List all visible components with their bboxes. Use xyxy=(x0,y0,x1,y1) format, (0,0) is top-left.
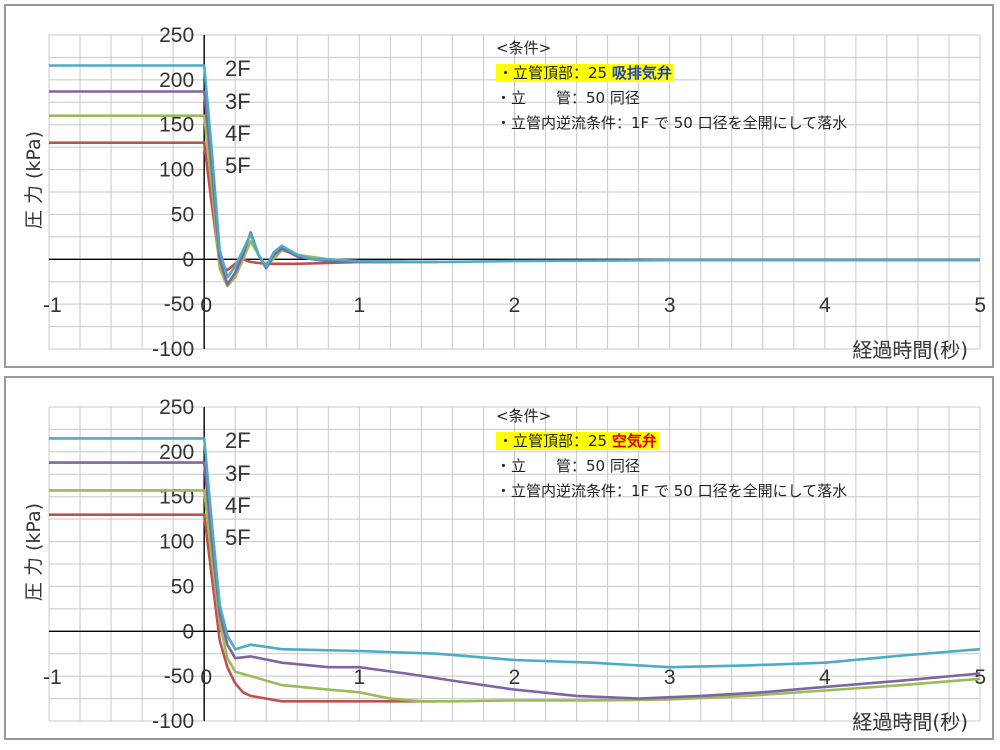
conditions-line-pipe: ・立 管：50 同径 xyxy=(496,89,640,107)
x-tick-label: -1 xyxy=(43,666,62,689)
pressure-chart-top: 250 200 150 100 50 0 -50 -100 -1 0 1 2 3 4 5 圧 力 (kPa) 経… xyxy=(23,24,986,362)
y-tick-label: -100 xyxy=(152,338,194,361)
x-tick-label: 2 xyxy=(509,666,521,689)
x-axis-title: 経過時間(秒) xyxy=(852,710,968,734)
conditions-line1-prefix: ・立管頂部：25 xyxy=(498,432,612,450)
series-line-2f xyxy=(49,64,980,279)
x-tick-label: 5 xyxy=(974,666,986,689)
floor-label-3f: 3F xyxy=(225,461,251,486)
y-axis-title: 圧 力 (kPa) xyxy=(23,503,45,601)
conditions-line-backflow: ・立管内逆流条件：1F で 50 口径を全開にして落水 xyxy=(496,114,848,132)
y-tick-label: 250 xyxy=(159,24,194,47)
x-tick-label: -1 xyxy=(43,294,62,317)
x-tick-label: 4 xyxy=(819,294,831,317)
conditions-line-top-valve: ・立管頂部：25 吸排気弁 xyxy=(496,61,847,86)
conditions-box-bottom: <条件> ・立管頂部：25 空気弁 ・立 管：50 同径 ・立管内逆流条件：1F… xyxy=(496,404,847,504)
y-tick-label: -50 xyxy=(164,665,194,688)
x-axis-title: 経過時間(秒) xyxy=(852,338,968,362)
conditions-box-top: <条件> ・立管頂部：25 吸排気弁 ・立 管：50 同径 ・立管内逆流条件：1… xyxy=(496,36,847,136)
valve-type-label: 吸排気弁 xyxy=(611,64,672,82)
floor-label-3f: 3F xyxy=(225,89,251,114)
floor-label-2f: 2F xyxy=(225,56,251,81)
y-tick-label: 200 xyxy=(159,69,194,92)
x-tick-label: 0 xyxy=(200,666,212,689)
series-line-5f xyxy=(49,513,437,703)
y-tick-label: 100 xyxy=(159,531,194,554)
y-tick-label: -50 xyxy=(164,293,194,316)
x-tick-label: 2 xyxy=(509,294,521,317)
x-tick-label: 3 xyxy=(664,666,676,689)
conditions-line-top-valve: ・立管頂部：25 空気弁 xyxy=(496,429,847,454)
x-tick-label: 1 xyxy=(353,294,365,317)
chart-panel-bottom: 250 200 150 100 50 0 -50 -100 -1 0 1 2 3 4 5 圧 力 (kPa) 経… xyxy=(4,376,994,740)
valve-type-label: 空気弁 xyxy=(611,432,657,450)
y-tick-label: 250 xyxy=(159,396,194,419)
y-tick-label: 0 xyxy=(182,620,194,643)
y-axis-title: 圧 力 (kPa) xyxy=(23,131,45,229)
conditions-line-pipe: ・立 管：50 同径 xyxy=(496,457,640,475)
chart-panel-top: 250 200 150 100 50 0 -50 -100 -1 0 1 2 3 4 5 圧 力 (kPa) 経… xyxy=(4,4,994,368)
floor-label-4f: 4F xyxy=(225,121,251,146)
y-tick-label: 200 xyxy=(159,441,194,464)
x-tick-label: 5 xyxy=(974,294,986,317)
conditions-header: <条件> xyxy=(496,407,552,425)
conditions-line-backflow: ・立管内逆流条件：1F で 50 口径を全開にして落水 xyxy=(496,482,848,500)
floor-label-2f: 2F xyxy=(225,428,251,453)
series-line-4f xyxy=(49,489,981,703)
y-tick-label: 0 xyxy=(182,248,194,271)
y-tick-label: 100 xyxy=(159,159,194,182)
series-line-2f xyxy=(49,437,981,669)
y-tick-label: 50 xyxy=(171,203,194,226)
conditions-line1-prefix: ・立管頂部：25 xyxy=(498,64,612,82)
floor-label-5f: 5F xyxy=(225,153,251,178)
conditions-header: <条件> xyxy=(496,39,552,57)
y-tick-label: -100 xyxy=(152,710,194,733)
y-tick-label: 50 xyxy=(171,575,194,598)
x-tick-label: 1 xyxy=(353,666,365,689)
x-tick-label: 0 xyxy=(200,294,212,317)
series-line-3f xyxy=(49,461,981,700)
floor-label-5f: 5F xyxy=(225,525,251,550)
y-tick-label: 150 xyxy=(159,114,194,137)
x-tick-label: 3 xyxy=(664,294,676,317)
floor-label-4f: 4F xyxy=(225,493,251,518)
x-tick-label: 4 xyxy=(819,666,831,689)
